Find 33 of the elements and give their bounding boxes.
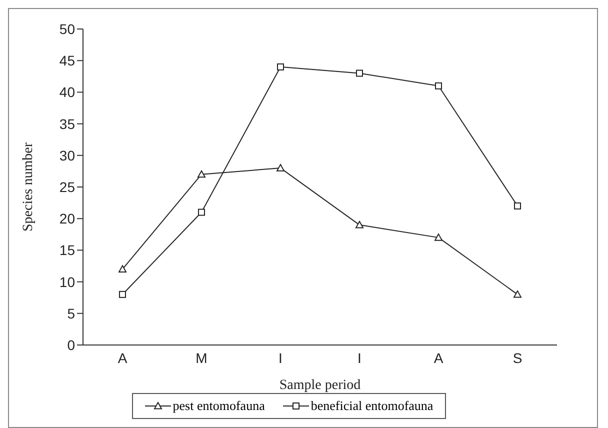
point — [514, 202, 521, 210]
point — [119, 290, 126, 298]
y-tick-label: 0 — [67, 336, 76, 353]
legend-label: pest entomofauna — [172, 398, 265, 414]
point — [435, 82, 442, 90]
x-tick-label: A — [118, 350, 128, 366]
y-tick-label: 40 — [59, 84, 76, 100]
point — [276, 164, 284, 172]
x-tick-label: A — [434, 350, 444, 366]
point — [198, 170, 206, 178]
point — [356, 220, 364, 228]
point — [434, 234, 442, 241]
x-tick-label: S — [512, 350, 522, 366]
x-tick-label: I — [278, 350, 282, 366]
x-axis-title: Sample period — [279, 378, 361, 393]
y-tick-label: 50 — [59, 20, 76, 37]
legend-label: beneficial entomofauna — [310, 398, 434, 414]
y-axis-title: Species number — [20, 142, 36, 232]
point — [198, 208, 205, 216]
y-tick-label: 35 — [59, 116, 76, 132]
y-tick-label: 10 — [59, 274, 76, 290]
y-tick-label: 45 — [59, 52, 76, 69]
point — [356, 70, 363, 77]
point — [277, 63, 284, 70]
y-tick-label: 30 — [59, 147, 76, 164]
point — [118, 265, 126, 272]
point — [514, 290, 522, 298]
x-tick-label: M — [196, 350, 208, 366]
y-tick-label: 20 — [59, 210, 76, 227]
x-tick-label: I — [358, 350, 362, 366]
y-tick-label: 15 — [59, 242, 76, 258]
y-tick-label: 25 — [59, 178, 76, 195]
y-tick-label: 5 — [67, 305, 76, 322]
